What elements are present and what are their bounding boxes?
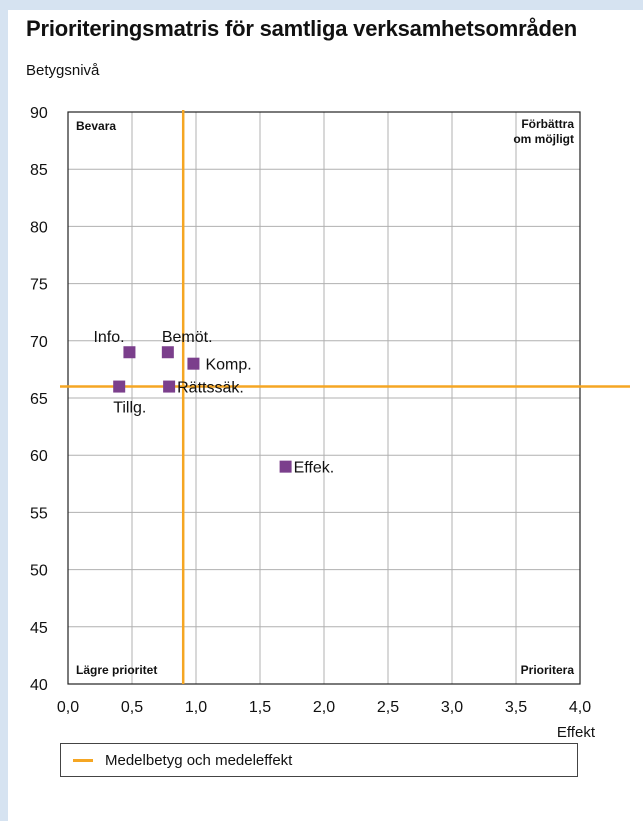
data-point [187, 357, 200, 370]
x-tick-label: 2,5 [377, 699, 399, 716]
data-point-label: Komp. [205, 357, 251, 374]
y-tick-label: 45 [30, 620, 48, 637]
y-tick-label: 65 [30, 391, 48, 408]
legend-label: Medelbetyg och medeleffekt [105, 752, 293, 769]
y-tick-label: 85 [30, 162, 48, 179]
x-axis-label: Effekt [557, 724, 596, 741]
y-axis-label: Betygsnivå [26, 62, 100, 79]
data-point [161, 346, 174, 359]
data-point-label: Info. [93, 329, 124, 346]
quadrant-label-top-right-line1: Förbättra [521, 117, 574, 131]
x-tick-label: 0,5 [121, 699, 143, 716]
x-tick-label: 1,5 [249, 699, 271, 716]
x-tick-label: 0,0 [57, 699, 79, 716]
legend: Medelbetyg och medeleffekt [60, 743, 578, 777]
data-point-label: Tillg. [113, 400, 146, 417]
chart-panel [8, 10, 643, 821]
data-point [113, 380, 126, 393]
plot-area-border [67, 111, 581, 685]
data-point [163, 380, 176, 393]
x-tick-label: 3,5 [505, 699, 527, 716]
x-tick-label: 4,0 [569, 699, 591, 716]
y-tick-label: 50 [30, 563, 48, 580]
data-point-label: Effek. [294, 460, 335, 477]
quadrant-label-bottom-right: Prioritera [521, 663, 575, 677]
y-tick-label: 55 [30, 505, 48, 522]
chart-title: Prioriteringsmatris för samtliga verksam… [26, 16, 578, 41]
y-tick-label: 40 [30, 677, 48, 694]
x-tick-label: 1,0 [185, 699, 207, 716]
y-tick-label: 80 [30, 219, 48, 236]
y-tick-label: 60 [30, 448, 48, 465]
x-tick-label: 2,0 [313, 699, 335, 716]
y-tick-label: 90 [30, 105, 48, 122]
y-tick-label: 70 [30, 334, 48, 351]
quadrant-label-top-left: Bevara [76, 119, 116, 133]
quadrant-label-bottom-left: Lägre prioritet [76, 663, 157, 677]
data-point-label: Rättssäk. [177, 380, 244, 397]
x-tick-label: 3,0 [441, 699, 463, 716]
quadrant-label-top-right-line2: om möjligt [513, 132, 574, 146]
data-point [279, 460, 292, 473]
data-point-label: Bemöt. [162, 329, 213, 346]
legend-line-swatch [73, 759, 93, 762]
data-point [123, 346, 136, 359]
y-tick-label: 75 [30, 277, 48, 294]
